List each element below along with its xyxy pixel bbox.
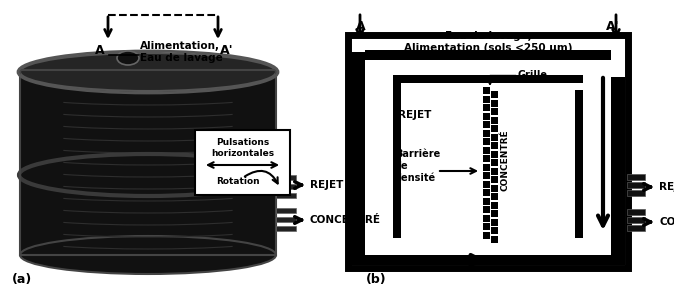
Text: Barrière
de
densité: Barrière de densité <box>395 149 440 183</box>
Bar <box>348 35 628 268</box>
Bar <box>491 91 498 98</box>
Bar <box>627 174 645 180</box>
Text: A: A <box>96 43 105 57</box>
Text: Rotation: Rotation <box>216 178 259 186</box>
Bar <box>483 223 490 230</box>
Bar <box>483 130 490 137</box>
Bar <box>491 219 498 226</box>
Text: A': A' <box>220 43 234 57</box>
Ellipse shape <box>20 236 276 274</box>
Bar <box>491 185 498 192</box>
Text: REJET: REJET <box>659 182 674 192</box>
Bar <box>483 172 490 179</box>
Bar <box>483 138 490 145</box>
Bar <box>491 202 498 209</box>
Text: Pulsations
horizontales: Pulsations horizontales <box>211 138 274 158</box>
Text: Grille: Grille <box>517 70 547 80</box>
Text: (b): (b) <box>366 273 387 286</box>
Text: A: A <box>356 19 365 32</box>
Bar <box>483 206 490 213</box>
Bar <box>351 52 365 265</box>
Bar <box>491 134 498 141</box>
Bar <box>20 70 276 255</box>
Bar <box>491 142 498 149</box>
Bar <box>276 208 296 213</box>
Bar <box>627 209 645 215</box>
Bar <box>483 181 490 188</box>
Text: A': A' <box>607 19 620 32</box>
Text: CONCENTRÉ: CONCENTRÉ <box>659 217 674 227</box>
Bar <box>627 182 645 188</box>
Bar <box>351 255 625 265</box>
Bar <box>276 184 296 189</box>
Bar <box>491 168 498 175</box>
Bar <box>393 75 583 83</box>
Bar <box>20 70 276 255</box>
Bar <box>491 125 498 132</box>
Bar <box>483 214 490 222</box>
Bar <box>491 117 498 124</box>
Bar <box>393 75 401 238</box>
Text: CONCENTRÉ: CONCENTRÉ <box>310 215 381 225</box>
Bar <box>491 176 498 183</box>
Bar <box>195 130 290 195</box>
Text: CONCENTRÉ: CONCENTRÉ <box>500 129 509 191</box>
Bar <box>627 217 645 223</box>
Bar <box>483 87 490 94</box>
Bar <box>627 190 645 196</box>
Bar <box>483 163 490 171</box>
Bar <box>483 147 490 153</box>
Bar <box>491 193 498 200</box>
Bar <box>276 226 296 231</box>
Text: REJET: REJET <box>398 110 431 120</box>
Text: (a): (a) <box>12 273 32 286</box>
Bar <box>575 90 583 238</box>
Bar <box>491 159 498 166</box>
Bar <box>483 104 490 111</box>
Bar <box>483 155 490 162</box>
Bar <box>483 197 490 204</box>
Bar <box>276 175 296 180</box>
Bar <box>491 151 498 158</box>
Bar <box>483 232 490 238</box>
Bar <box>491 100 498 107</box>
Bar <box>491 108 498 115</box>
Bar <box>611 77 625 265</box>
Bar <box>491 227 498 234</box>
Bar <box>627 225 645 231</box>
Text: Eau de lavage,
Alimentation (sols <250 μm): Eau de lavage, Alimentation (sols <250 μ… <box>404 31 572 53</box>
Ellipse shape <box>20 53 276 91</box>
Bar <box>483 189 490 196</box>
Bar <box>276 193 296 198</box>
Bar <box>483 96 490 102</box>
Bar <box>483 112 490 119</box>
Ellipse shape <box>117 51 139 65</box>
Text: REJET: REJET <box>310 180 343 190</box>
Bar <box>276 217 296 222</box>
Bar <box>491 210 498 217</box>
Bar <box>483 121 490 128</box>
Bar <box>491 236 498 243</box>
Text: Alimentation,
Eau de lavage: Alimentation, Eau de lavage <box>140 41 222 63</box>
Bar <box>365 50 611 60</box>
